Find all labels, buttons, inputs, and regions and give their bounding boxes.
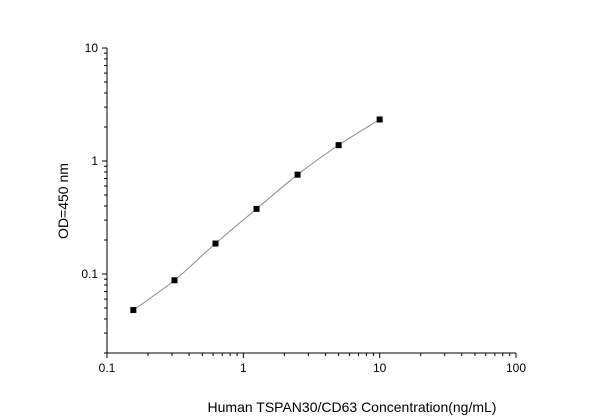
series-layer xyxy=(130,116,383,314)
data-point xyxy=(294,171,301,178)
y-tick-label: 1 xyxy=(91,154,98,168)
data-point xyxy=(130,307,137,314)
fit-curve xyxy=(133,119,380,311)
data-point xyxy=(171,277,178,284)
x-tick-label: 0.1 xyxy=(99,361,116,375)
y-axis-title: OD=450 nm xyxy=(55,163,71,239)
x-axis-title: Human TSPAN30/CD63 Concentration(ng/mL) xyxy=(208,399,497,415)
data-point xyxy=(253,205,260,212)
data-point xyxy=(335,142,342,149)
y-tick-label: 10 xyxy=(85,41,99,55)
x-tick-label: 1 xyxy=(240,361,247,375)
y-tick-label: 0.1 xyxy=(81,267,98,281)
data-point xyxy=(376,116,383,123)
ticks-layer: 0.1 1 10 100 0.1 1 10 xyxy=(81,41,526,375)
x-tick-label: 10 xyxy=(373,361,387,375)
data-point xyxy=(212,240,219,247)
axes-layer xyxy=(106,48,516,354)
x-tick-label: 100 xyxy=(506,361,526,375)
